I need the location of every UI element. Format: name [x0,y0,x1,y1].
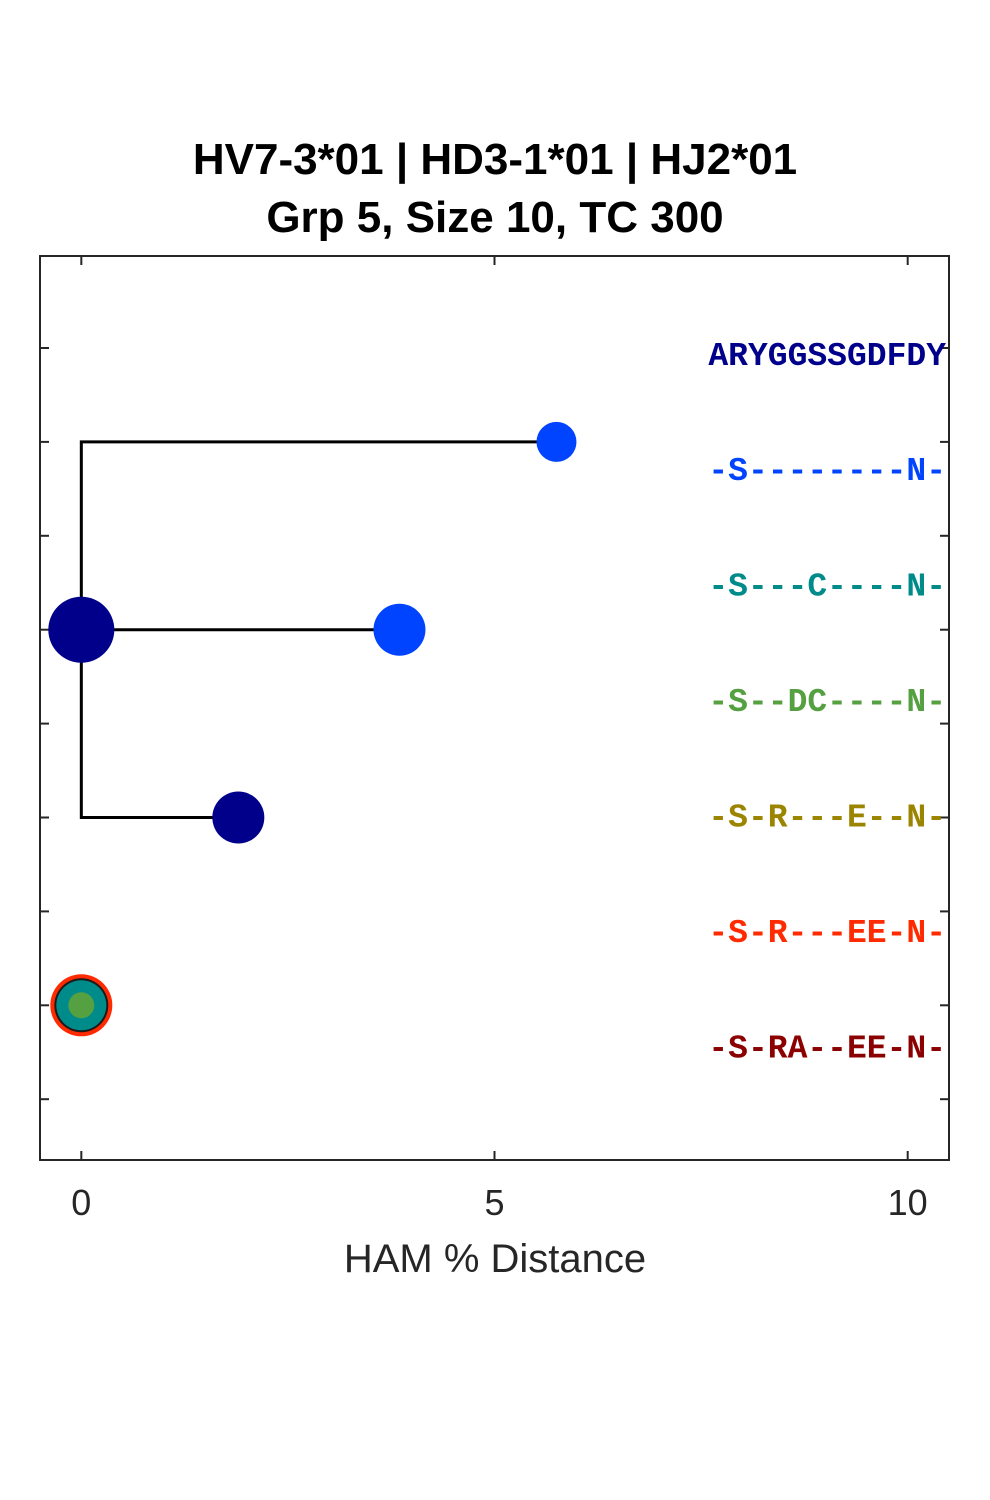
x-tick-label: 0 [71,1182,91,1223]
sequence-label: -S--------N- [708,453,946,490]
x-tick-label: 5 [484,1182,504,1223]
tree-node [536,421,577,462]
sequence-label: -S-R---EE-N- [708,915,946,952]
tree-node [48,596,115,663]
sequence-label: -S-R---E--N- [708,800,946,837]
sequence-label: -S---C----N- [708,569,946,606]
chart-title-line-1: HV7-3*01 | HD3-1*01 | HJ2*01 [192,135,798,184]
tree-edge [79,629,239,819]
tree-edge [79,440,557,630]
sequence-label: -S-RA--EE-N- [708,1031,946,1068]
tree-node [373,603,426,656]
reference-sequence-label: ARYGGSSGDFDY [708,338,946,375]
tree-node [212,791,265,844]
x-axis-label: HAM % Distance [343,1237,647,1281]
chart-title-line-2: Grp 5, Size 10, TC 300 [266,193,724,242]
tree-node-inner [68,992,95,1019]
sequence-label: -S--DC----N- [708,684,946,721]
x-tick-label: 10 [888,1182,928,1223]
